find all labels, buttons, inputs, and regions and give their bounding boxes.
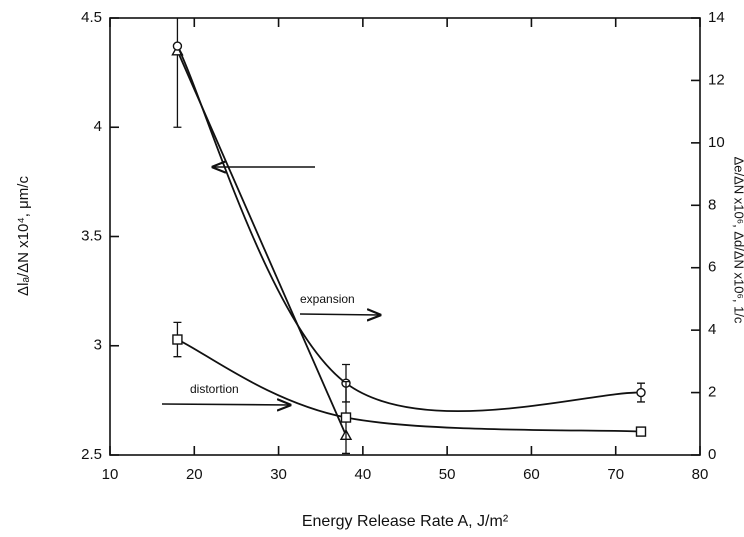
annotation: distortion <box>190 382 239 396</box>
y2-tick-label: 0 <box>708 446 716 463</box>
data-point <box>635 426 647 437</box>
y-axis-label: Δlₐ/ΔN x10⁴, μm/c <box>15 176 32 296</box>
y2-axis-label: Δe/ΔN x10⁶, Δd/ΔN x10⁶, 1/c <box>732 157 744 324</box>
y2-tick-label: 2 <box>708 384 716 401</box>
x-tick-label: 10 <box>102 466 119 483</box>
x-tick-label: 20 <box>186 466 203 483</box>
x-tick-label: 70 <box>607 466 624 483</box>
series-line <box>177 338 642 433</box>
data-point <box>172 334 183 345</box>
arrow <box>161 404 290 405</box>
y2-tick-label: 14 <box>708 9 725 26</box>
y2-tick-label: 4 <box>708 321 716 338</box>
x-axis-label: Energy Release Rate A, J/m² <box>302 513 509 530</box>
y-tick-label: 3.5 <box>81 227 102 244</box>
y2-tick-label: 12 <box>708 71 725 88</box>
annotation: expansion <box>300 292 355 306</box>
x-tick-label: 30 <box>270 466 287 483</box>
y-tick-label: 3 <box>94 337 102 354</box>
x-tick-label: 40 <box>355 466 372 483</box>
data-point <box>172 41 183 51</box>
error-bar <box>173 18 182 128</box>
data-point <box>636 387 646 398</box>
y-tick-label: 4.5 <box>81 9 102 26</box>
x-tick-label: 50 <box>439 466 456 483</box>
y-tick-label: 4 <box>94 118 102 135</box>
y2-tick-label: 6 <box>708 259 716 276</box>
y2-tick-label: 8 <box>708 196 716 213</box>
data-point <box>340 412 352 423</box>
plot-area <box>171 18 647 455</box>
y2-tick-label: 10 <box>708 134 725 151</box>
series-line <box>176 45 642 412</box>
arrow <box>299 314 380 315</box>
x-tick-label: 60 <box>523 466 540 483</box>
x-tick-label: 80 <box>692 466 709 483</box>
y-tick-label: 2.5 <box>81 446 102 463</box>
